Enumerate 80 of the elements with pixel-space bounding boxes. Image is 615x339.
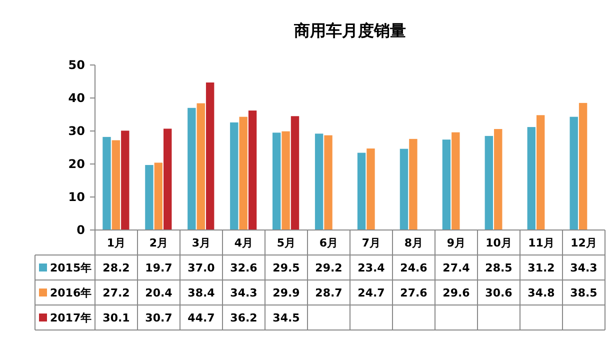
x-tick-label: 2月 — [149, 236, 168, 250]
legend-label: 2016年 — [50, 286, 92, 300]
x-tick-label: 5月 — [276, 236, 296, 250]
y-tick-label: 30 — [68, 124, 85, 138]
x-tick-label: 11月 — [528, 236, 554, 250]
bar — [206, 82, 214, 230]
data-label: 36.2 — [230, 311, 258, 324]
bar — [164, 128, 172, 230]
data-label: 28.2 — [102, 261, 130, 274]
bar — [188, 108, 196, 230]
x-tick-label: 12月 — [570, 236, 597, 250]
bar — [400, 148, 408, 230]
data-label: 30.7 — [145, 311, 172, 324]
bar — [121, 130, 130, 230]
data-label: 28.7 — [315, 286, 342, 300]
bar — [282, 131, 290, 230]
y-tick-label: 20 — [68, 157, 85, 172]
data-label: 29.2 — [315, 261, 342, 274]
data-label: 37.0 — [188, 261, 216, 274]
data-label: 28.5 — [485, 261, 512, 274]
bar — [366, 148, 375, 230]
data-label: 29.5 — [272, 261, 300, 274]
data-label: 34.3 — [230, 286, 258, 300]
y-tick-label: 10 — [68, 190, 85, 204]
bar — [230, 122, 238, 230]
x-tick-label: 6月 — [319, 236, 338, 250]
data-label: 44.7 — [188, 311, 215, 324]
data-label: 34.8 — [528, 286, 555, 300]
data-label: 38.4 — [188, 286, 216, 300]
legend-label: 2017年 — [50, 311, 92, 324]
data-label: 27.2 — [102, 286, 130, 300]
bar — [239, 116, 248, 230]
data-label: 24.6 — [400, 261, 428, 274]
y-tick-label: 0 — [76, 223, 85, 238]
data-label: 29.9 — [272, 286, 300, 300]
bar — [102, 136, 111, 230]
bar — [290, 116, 300, 230]
data-label: 23.4 — [358, 261, 386, 274]
data-label: 30.6 — [485, 286, 513, 300]
x-tick-label: 3月 — [192, 236, 211, 250]
x-tick-label: 8月 — [404, 236, 424, 250]
x-tick-label: 1月 — [106, 236, 126, 250]
data-label: 30.1 — [102, 311, 130, 324]
x-tick-label: 10月 — [486, 236, 512, 250]
bar — [145, 164, 154, 230]
x-tick-label: 7月 — [362, 236, 381, 250]
bar — [494, 129, 502, 230]
bar — [527, 127, 536, 230]
bar — [484, 136, 494, 230]
data-label: 34.3 — [570, 261, 598, 274]
legend-label: 2015年 — [50, 261, 92, 274]
data-label: 19.7 — [145, 261, 172, 274]
data-label: 38.5 — [570, 286, 598, 300]
x-tick-label: 9月 — [446, 236, 466, 250]
data-label: 27.4 — [442, 261, 470, 274]
data-label: 34.5 — [272, 311, 300, 324]
bar — [570, 116, 578, 230]
bar — [324, 135, 332, 230]
data-label: 32.6 — [230, 261, 258, 274]
data-label: 31.2 — [528, 261, 555, 274]
bar — [578, 102, 588, 230]
bar — [314, 134, 324, 230]
bar — [409, 138, 418, 230]
y-tick-label: 40 — [68, 91, 85, 106]
chart-title: 商用车月度销量 — [293, 21, 406, 40]
bar — [272, 132, 281, 230]
data-label: 20.4 — [145, 286, 173, 300]
y-tick-label: 50 — [68, 58, 85, 72]
bar — [536, 115, 545, 230]
data-label: 27.6 — [400, 286, 428, 300]
x-tick-label: 4月 — [234, 236, 254, 250]
bar — [248, 110, 257, 230]
bar — [112, 140, 120, 230]
data-label: 29.6 — [442, 286, 470, 300]
bar — [357, 152, 366, 230]
bar — [154, 162, 163, 230]
data-label: 24.7 — [358, 286, 385, 300]
bar — [196, 103, 205, 230]
bar — [442, 140, 451, 230]
bar — [452, 132, 460, 230]
